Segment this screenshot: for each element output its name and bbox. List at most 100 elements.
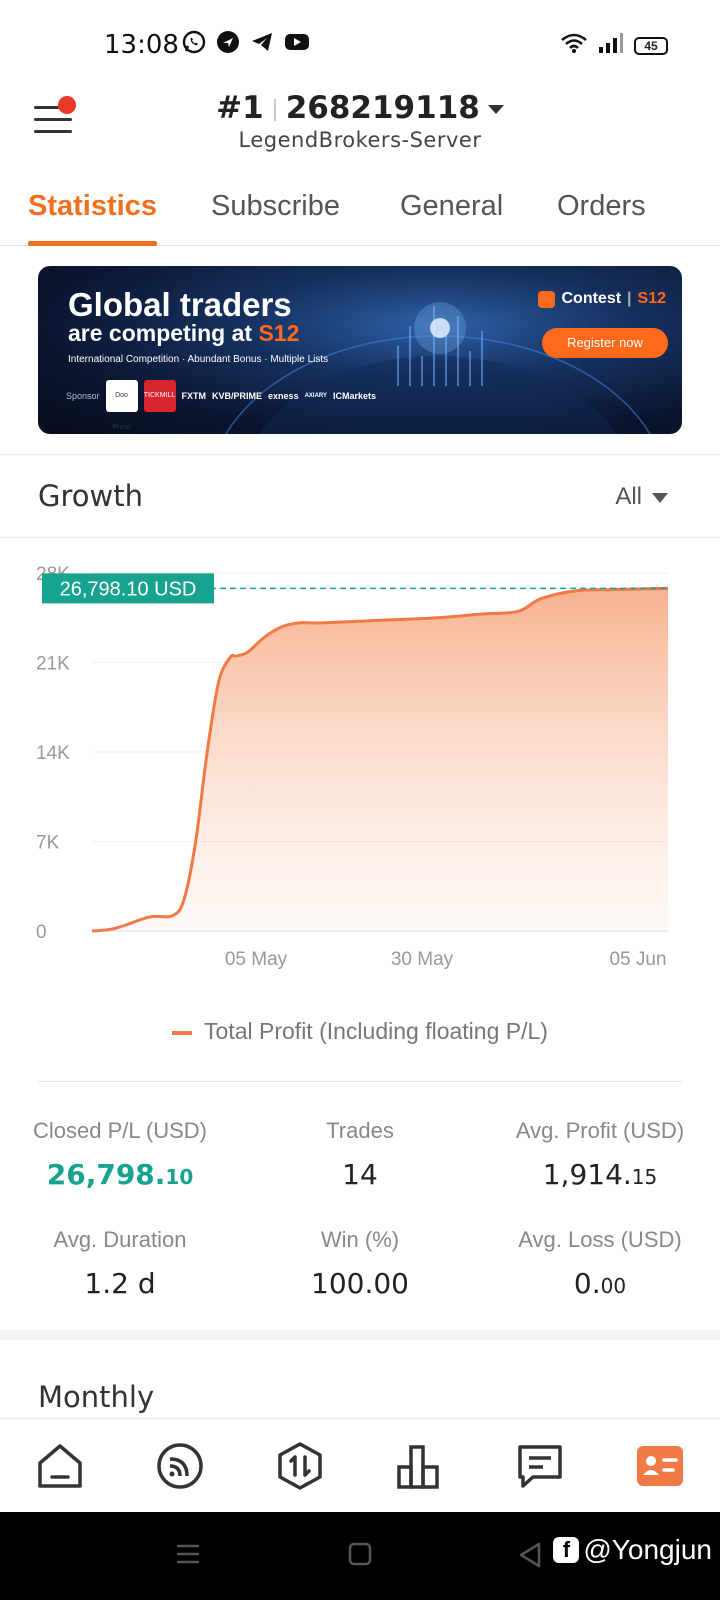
nav-home[interactable]: [35, 1441, 85, 1491]
stat-value: 0.00: [480, 1267, 720, 1300]
stat-win-rate: Win (%) 100.00: [240, 1227, 480, 1300]
menu-lines-icon: [177, 1544, 199, 1564]
register-now-button[interactable]: Register now: [542, 328, 668, 358]
facebook-icon: f: [553, 1537, 580, 1563]
banner-title: Global traders: [68, 286, 292, 323]
stat-value: 14: [240, 1158, 480, 1191]
nav-feed[interactable]: [155, 1441, 205, 1491]
globe-graphic: [225, 302, 651, 434]
status-time: 13:08: [104, 30, 179, 60]
promo-banner[interactable]: Global traders are competing at S12 Inte…: [38, 266, 682, 434]
account-header: #1 268219118 LegendBrokers-Server: [0, 90, 720, 170]
trade-icon: [278, 1442, 322, 1490]
back-triangle-icon: [519, 1542, 541, 1568]
y-tick-label: 14K: [36, 743, 70, 764]
contest-label: Contest: [561, 290, 622, 307]
home-system-button[interactable]: [348, 1542, 372, 1571]
sponsor-label: Sponsor: [66, 391, 100, 401]
banner-title-prefix: are competing at: [68, 320, 259, 346]
section-divider: [0, 1330, 720, 1340]
messages-icon: [518, 1445, 562, 1488]
stat-avg-profit: Avg. Profit (USD) 1,914.15: [480, 1118, 720, 1191]
stat-value-fraction: 15: [631, 1165, 658, 1189]
y-tick-label: 7K: [36, 833, 60, 854]
contest-brand: S12: [637, 290, 666, 307]
status-bar: 13:08 45: [0, 0, 720, 90]
sponsor-icmarkets: ICMarkets: [333, 391, 377, 401]
banner-tagline: International Competition · Abundant Bon…: [68, 354, 329, 365]
server-name: LegendBrokers-Server: [238, 128, 482, 152]
sponsor-kvb: KVB/PRIME: [212, 391, 263, 401]
x-tick-label: 30 May: [391, 949, 454, 970]
stat-value-main: 1.2 d: [84, 1267, 156, 1300]
current-value-label: 26,798.10 USD: [60, 578, 197, 600]
stat-value: 1,914.15: [480, 1158, 720, 1191]
tab-statistics[interactable]: Statistics: [28, 190, 157, 246]
nav-trade[interactable]: [275, 1441, 325, 1491]
sponsor-doo-prime: Doo Prime: [105, 380, 138, 431]
home-icon: [38, 1444, 82, 1488]
telegram-icon: [250, 30, 274, 54]
stat-value: 26,798.10: [0, 1158, 240, 1191]
stat-value-main: 14: [342, 1158, 378, 1191]
battery-indicator: 45: [634, 36, 668, 55]
watermark-text: @Yongjun: [583, 1534, 712, 1565]
legend-label: Total Profit (Including floating P/L): [204, 1018, 548, 1044]
account-rank: #1: [216, 90, 264, 126]
notification-dot: [58, 96, 76, 114]
nav-profile[interactable]: [635, 1441, 685, 1491]
range-dropdown[interactable]: All: [615, 483, 668, 511]
y-tick-label: 0: [36, 922, 47, 943]
stat-avg-loss: Avg. Loss (USD) 0.00: [480, 1227, 720, 1300]
tab-subscribe[interactable]: Subscribe: [211, 190, 340, 222]
sponsor-axiary: AXIARY: [304, 393, 328, 399]
stat-value: 100.00: [240, 1267, 480, 1300]
stat-value: 1.2 d: [0, 1267, 240, 1300]
sponsor-row: Sponsor Doo Prime TICKMILL FXTM KVB/PRIM…: [66, 380, 377, 431]
growth-section-header: Growth All: [0, 454, 720, 538]
range-value: All: [615, 483, 642, 510]
stat-value-main: 0.: [573, 1267, 601, 1300]
stat-label: Closed P/L (USD): [32, 1118, 207, 1143]
account-separator: [273, 98, 276, 121]
youtube-icon: [284, 30, 309, 54]
series-line[interactable]: [91, 586, 669, 933]
caret-down-icon: [487, 105, 504, 114]
stat-trades: Trades 14: [240, 1118, 480, 1191]
account-selector[interactable]: #1 268219118: [0, 90, 720, 126]
account-number: 268219118: [285, 90, 480, 126]
tab-bar: Statistics Subscribe General Orders: [0, 178, 720, 246]
sponsor-tickmill: TICKMILL: [143, 380, 176, 412]
monthly-title: Monthly: [38, 1380, 155, 1414]
stat-value-main: 1,914.: [542, 1158, 632, 1191]
legend-swatch: [172, 1030, 193, 1035]
caret-down-icon: [652, 492, 668, 503]
watermark: f @Yongjun: [553, 1534, 712, 1566]
stat-value-main: 100.00: [311, 1267, 409, 1300]
feed-icon: [157, 1443, 203, 1489]
tab-orders[interactable]: Orders: [557, 190, 646, 222]
stat-closed-pl: Closed P/L (USD) 26,798.10: [0, 1118, 240, 1191]
stat-label: Avg. Profit (USD): [515, 1118, 685, 1143]
whatsapp-icon: [182, 30, 206, 54]
nav-charts[interactable]: [395, 1441, 445, 1491]
growth-title: Growth: [38, 479, 143, 513]
recent-apps-button[interactable]: [176, 1542, 200, 1571]
chart-icon: [397, 1445, 439, 1489]
contest-divider: |: [627, 290, 632, 307]
nav-messages[interactable]: [515, 1441, 565, 1491]
y-tick-label: 21K: [36, 654, 70, 675]
tab-general[interactable]: General: [400, 190, 504, 222]
banner-subtitle: are competing at S12: [68, 320, 299, 347]
x-tick-label: 05 May: [225, 949, 288, 970]
sponsor-fxtm: FXTM: [181, 391, 207, 401]
s12-brand: S12: [258, 320, 300, 346]
bottom-navigation: [0, 1418, 720, 1512]
system-navigation-bar: f @Yongjun: [0, 1512, 720, 1600]
chatgpt-icon: [216, 30, 240, 54]
stat-value-main: 26,798.: [46, 1158, 166, 1191]
stat-avg-duration: Avg. Duration 1.2 d: [0, 1227, 240, 1300]
sponsor-exness: exness: [268, 391, 299, 401]
back-system-button[interactable]: [518, 1542, 542, 1573]
